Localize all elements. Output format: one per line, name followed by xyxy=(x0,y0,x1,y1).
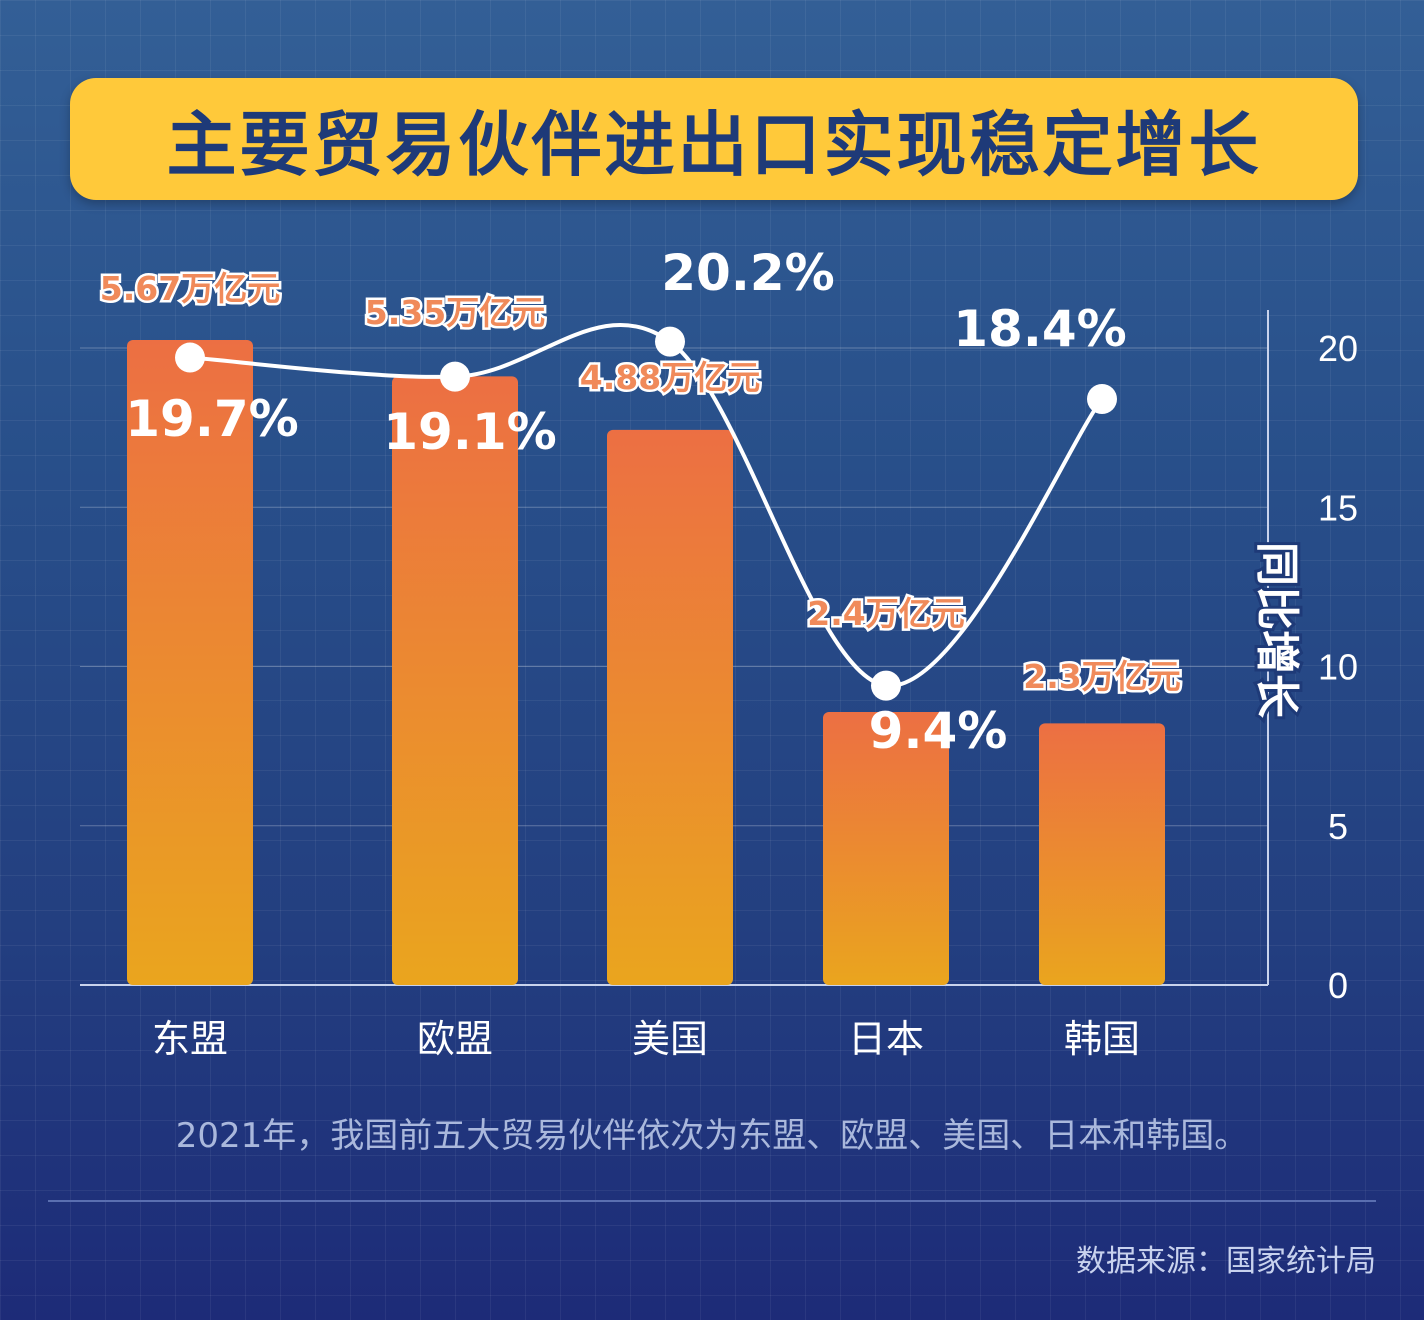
x-tick-label: 日本 xyxy=(848,1017,924,1061)
amount-label: 5.35万亿元 xyxy=(365,293,545,332)
bar xyxy=(607,429,733,985)
growth-point xyxy=(1087,383,1117,414)
y-tick-label: 15 xyxy=(1318,487,1358,528)
growth-point xyxy=(655,326,685,357)
chart-title: 主要贸易伙伴进出口实现稳定增长 xyxy=(166,103,1262,186)
amount-label: 2.4万亿元 xyxy=(807,594,964,633)
bar xyxy=(392,376,518,986)
growth-line-path xyxy=(189,322,1104,688)
bar xyxy=(1039,723,1165,985)
data-labels: 5.67万亿元 5.35万亿元 4.88万亿元 2.4万亿元 2.3万亿元 19.7% 19… xyxy=(97,244,1183,760)
x-tick-label: 韩国 xyxy=(1064,1017,1140,1061)
x-tick-label: 美国 xyxy=(632,1017,708,1061)
y-tick-label: 10 xyxy=(1318,647,1358,688)
growth-label: 19.1% xyxy=(383,403,556,461)
bar xyxy=(127,340,253,985)
amount-label: 2.3万亿元 xyxy=(1023,657,1180,696)
growth-point xyxy=(871,670,901,701)
x-tick-label: 欧盟 xyxy=(417,1017,493,1061)
title-banner: 主要贸易伙伴进出口实现稳定增长 xyxy=(70,78,1358,200)
growth-line xyxy=(175,322,1117,701)
caption: 2021年，我国前五大贸易伙伴依次为东盟、欧盟、美国、日本和韩国。 xyxy=(175,1116,1249,1156)
x-tick-label: 东盟 xyxy=(152,1017,228,1061)
y-tick-label: 20 xyxy=(1318,328,1358,369)
growth-point xyxy=(440,361,470,392)
divider xyxy=(48,1200,1376,1202)
growth-label: 9.4% xyxy=(869,702,1008,760)
growth-label: 20.2% xyxy=(661,244,834,302)
growth-point xyxy=(175,342,205,373)
y-axis-label: 同比增长 xyxy=(1251,542,1302,718)
y-tick-label: 0 xyxy=(1328,965,1348,1006)
amount-label: 5.67万亿元 xyxy=(100,269,280,308)
source-note: 数据来源：国家统计局 xyxy=(1076,1244,1376,1279)
bar xyxy=(823,711,949,985)
growth-label: 18.4% xyxy=(953,300,1126,358)
growth-label: 19.7% xyxy=(125,390,298,448)
bars xyxy=(127,340,1165,986)
y-tick-label: 5 xyxy=(1328,806,1348,847)
amount-label: 4.88万亿元 xyxy=(580,358,760,397)
